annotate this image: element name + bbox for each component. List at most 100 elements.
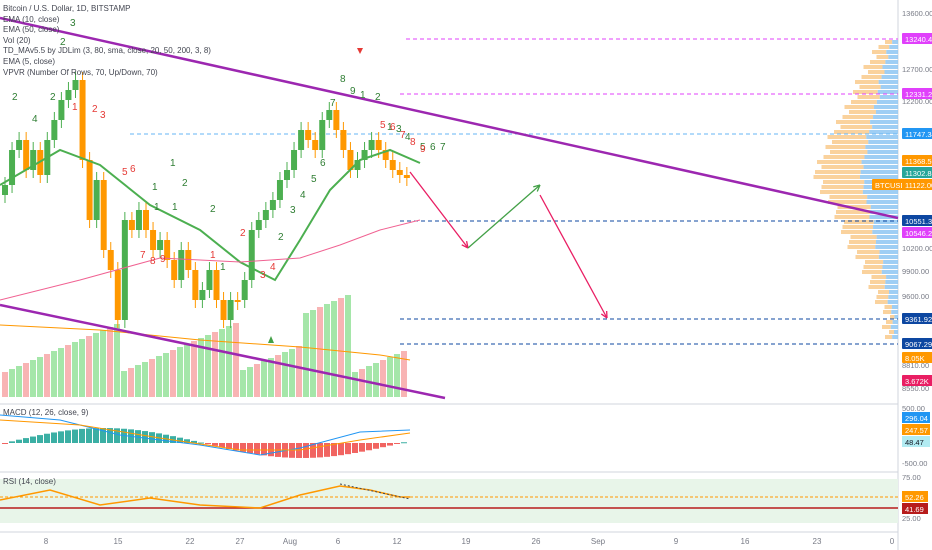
candle	[58, 100, 65, 120]
macd-histogram-bar	[114, 428, 120, 443]
macd-histogram-bar	[58, 431, 64, 443]
volume-bar	[233, 323, 239, 397]
indicator-ema10[interactable]: EMA (10, close)	[3, 14, 60, 24]
vpvr-bar	[879, 95, 898, 99]
vpvr-bar	[868, 285, 885, 289]
volume-bar	[65, 345, 71, 397]
td-buy-marker	[268, 336, 274, 343]
volume-bar	[289, 349, 295, 397]
td-count-red: 1	[210, 250, 216, 261]
candle	[150, 230, 157, 250]
volume-bar	[177, 347, 183, 397]
vpvr-bar	[836, 210, 871, 214]
price-tag: 9361.92	[905, 315, 932, 324]
vpvr-bar	[882, 265, 898, 269]
rsi-label[interactable]: RSI (14, close)	[3, 477, 56, 486]
symbol-title[interactable]: Bitcoin / U.S. Dollar, 1D, BITSTAMP	[3, 4, 131, 13]
time-axis-label: 0	[890, 537, 895, 546]
vpvr-bar	[859, 175, 898, 179]
vpvr-bar	[890, 315, 895, 319]
macd-histogram-bar	[373, 443, 379, 449]
td-count-red: 3	[260, 270, 266, 281]
price-tag: BTCUSD	[875, 181, 906, 190]
time-axis-label: 23	[813, 537, 822, 546]
candle	[199, 290, 206, 300]
td-count-green: 3	[396, 124, 402, 135]
vpvr-bar	[882, 65, 898, 69]
indicator-ema50[interactable]: EMA (50, close)	[3, 25, 60, 35]
vpvr-bar	[855, 255, 879, 259]
td-count-green: 7	[330, 98, 336, 109]
macd-pane	[2, 428, 407, 458]
time-axis-label: 15	[114, 537, 123, 546]
volume-bar	[310, 310, 316, 397]
td-count-green: 9	[350, 86, 356, 97]
td-count-green: 1	[172, 202, 178, 213]
candle	[171, 260, 178, 280]
volume-bar	[352, 372, 358, 397]
vpvr-bar	[867, 195, 898, 199]
price-tag-bg	[902, 88, 932, 99]
indicator-ema5[interactable]: EMA (5, close)	[3, 56, 56, 66]
vpvr-bar	[869, 130, 898, 134]
vpvr-bar	[842, 225, 874, 229]
price-tag-bg	[872, 179, 908, 190]
volume-bar	[79, 339, 85, 397]
projection-arrow-up	[467, 184, 541, 249]
chart-legend: Bitcoin / U.S. Dollar, 1D, BITSTAMP EMA …	[3, 4, 211, 78]
vpvr-bar	[865, 260, 884, 264]
candle	[86, 160, 93, 220]
vpvr-bar	[894, 315, 898, 319]
macd-histogram-bar	[380, 443, 386, 448]
volume-bar	[240, 370, 246, 397]
macd-label[interactable]: MACD (12, 26, close, 9)	[3, 408, 89, 417]
macd-scale-label: 500.00	[902, 404, 925, 413]
volume-bar	[387, 357, 393, 397]
td-count-green: 4	[32, 114, 38, 125]
price-tag-bg	[902, 338, 932, 349]
macd-histogram-bar	[142, 431, 148, 443]
macd-histogram-bar	[37, 435, 43, 443]
candle	[114, 270, 121, 320]
vpvr-bar	[881, 75, 898, 79]
td-sell-marker	[357, 48, 363, 54]
macd-histogram-bar	[331, 443, 337, 457]
volume-bar	[373, 363, 379, 397]
macd-line	[0, 414, 411, 456]
candle	[178, 250, 185, 280]
indicator-vpvr[interactable]: VPVR (Number Of Rows, 70, Up/Down, 70)	[3, 67, 158, 77]
macd-histogram-bar	[205, 443, 211, 445]
rsi-band	[0, 479, 898, 523]
vpvr-bar	[867, 150, 898, 154]
candle	[9, 150, 16, 185]
rsi-tag-bg	[902, 491, 928, 502]
price-tag-bg	[902, 352, 932, 363]
td-count-green: 5	[420, 142, 426, 153]
indicator-td[interactable]: TD_MAv5.5 by JDLim (3, 80, sma, close, 2…	[3, 46, 211, 56]
indicator-volume[interactable]: Vol (20)	[3, 35, 31, 45]
vpvr-bar	[857, 250, 880, 254]
vpvr-bar	[892, 320, 898, 324]
td-count-green: 2	[375, 92, 381, 103]
volume-bar	[226, 326, 232, 397]
volume-bar	[331, 301, 337, 397]
projection-arrow-down	[409, 171, 469, 249]
price-tag-bg	[902, 155, 932, 166]
volume-bar	[149, 359, 155, 397]
candle	[298, 130, 305, 150]
vpvr-bar	[863, 265, 883, 269]
time-axis-label: 8	[44, 537, 49, 546]
price-tag: 11747.34	[905, 130, 932, 139]
vpvr-bar	[844, 105, 874, 109]
vpvr-bar	[873, 115, 898, 119]
vpvr-bar	[878, 45, 890, 49]
vpvr-bar	[885, 335, 893, 339]
vpvr-bar	[882, 325, 891, 329]
candle	[128, 220, 135, 230]
volume-bar	[100, 330, 106, 397]
td-count-red: 6	[130, 164, 136, 175]
candle	[276, 180, 283, 200]
td-count-green: 8	[340, 74, 346, 85]
